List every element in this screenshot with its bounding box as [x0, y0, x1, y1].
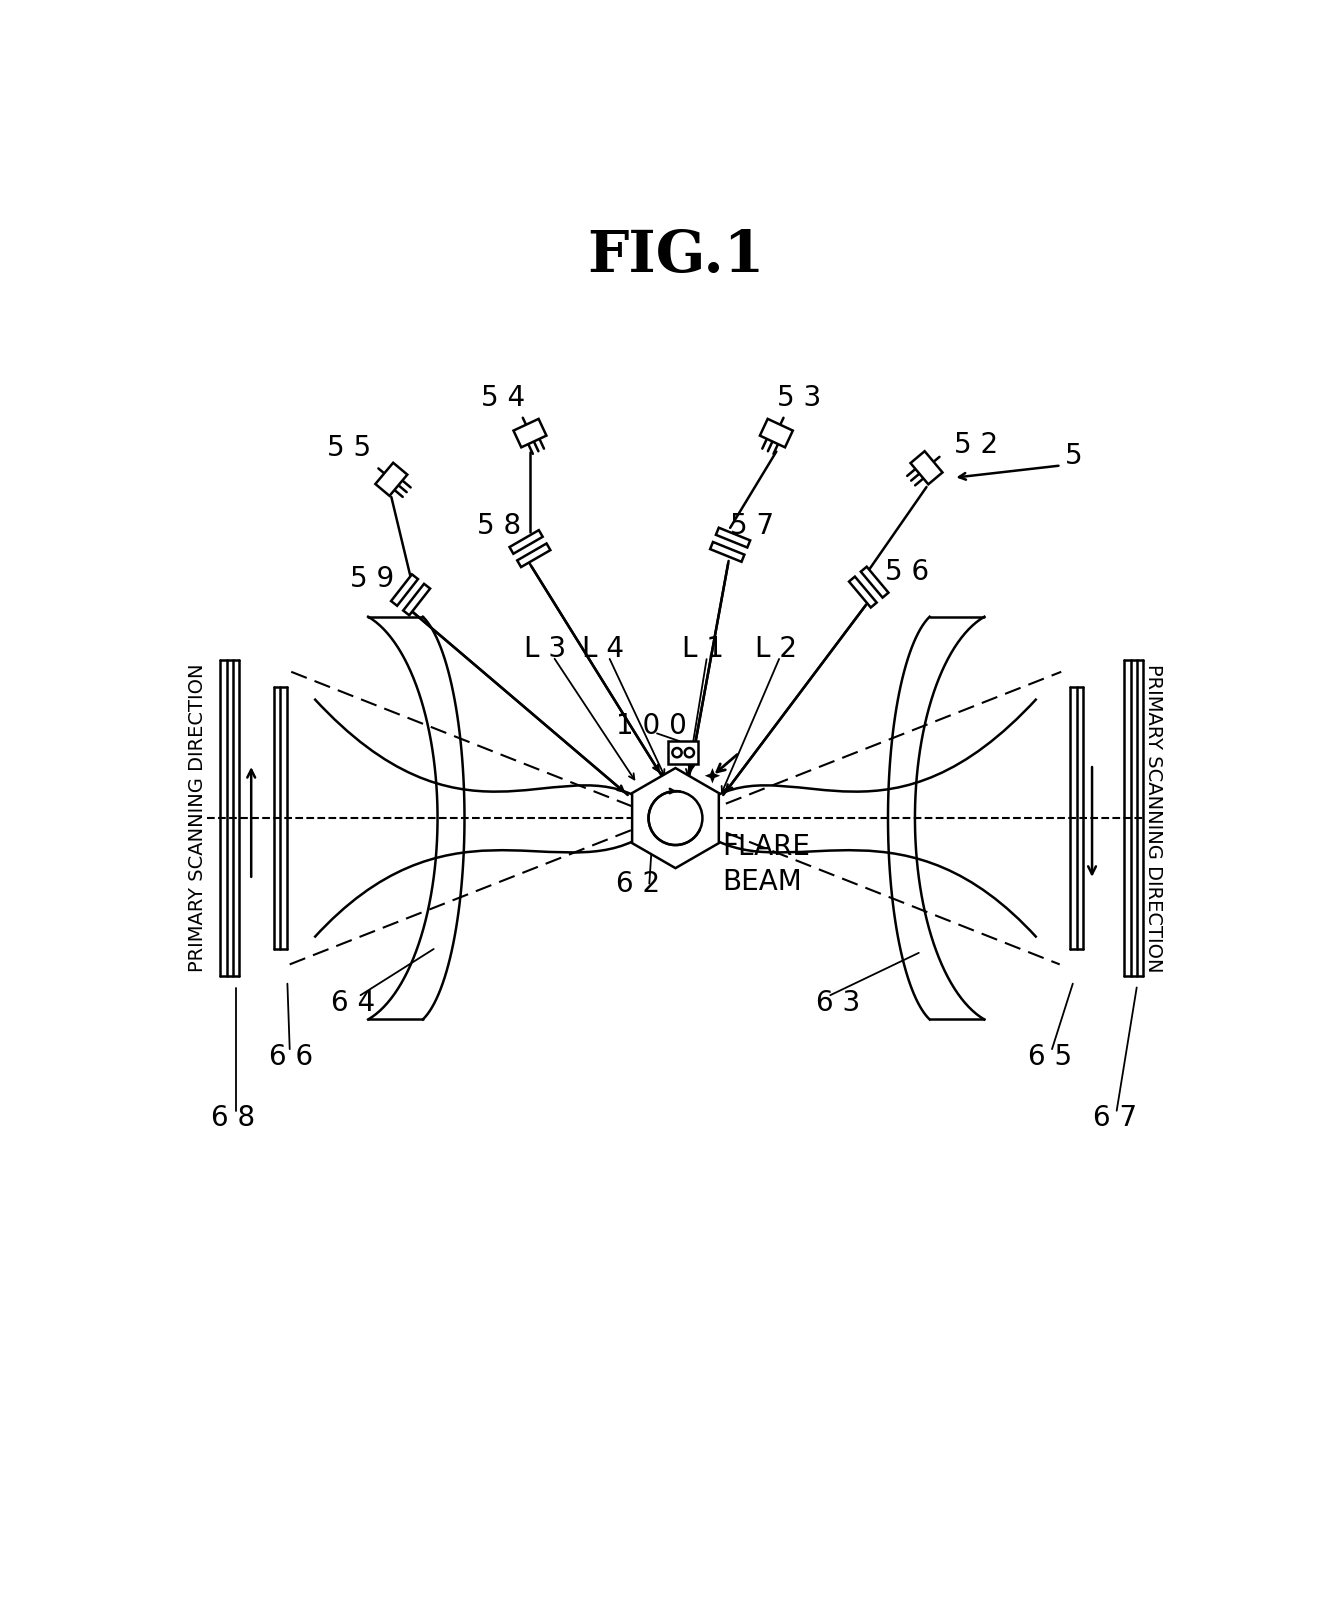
- Text: 6 5: 6 5: [1028, 1043, 1072, 1071]
- Text: 6 7: 6 7: [1093, 1105, 1137, 1132]
- Text: 6 4: 6 4: [331, 988, 374, 1017]
- Text: FIG.1: FIG.1: [587, 228, 764, 284]
- Polygon shape: [376, 463, 407, 496]
- Polygon shape: [849, 577, 876, 608]
- Text: L 2: L 2: [755, 635, 797, 663]
- Text: L 1: L 1: [683, 635, 724, 663]
- Polygon shape: [514, 420, 547, 447]
- Text: FLARE
BEAM: FLARE BEAM: [722, 833, 811, 896]
- Polygon shape: [517, 543, 551, 567]
- Text: 5: 5: [1065, 442, 1082, 470]
- Polygon shape: [710, 543, 745, 562]
- Polygon shape: [705, 768, 720, 784]
- Text: 5 5: 5 5: [327, 434, 372, 462]
- Polygon shape: [391, 575, 418, 606]
- Text: 1 0 0: 1 0 0: [617, 711, 687, 740]
- Text: 5 8: 5 8: [477, 512, 521, 539]
- Circle shape: [666, 808, 685, 828]
- FancyBboxPatch shape: [668, 742, 699, 763]
- Circle shape: [648, 791, 702, 846]
- Text: L 3: L 3: [525, 635, 567, 663]
- Text: 5 9: 5 9: [351, 565, 394, 593]
- Text: 5 4: 5 4: [481, 384, 525, 413]
- Polygon shape: [760, 420, 793, 447]
- Text: 6 3: 6 3: [816, 988, 861, 1017]
- Text: 6 8: 6 8: [211, 1105, 256, 1132]
- Polygon shape: [403, 583, 430, 616]
- Text: L 4: L 4: [583, 635, 625, 663]
- Polygon shape: [633, 768, 718, 868]
- Polygon shape: [911, 452, 942, 484]
- Polygon shape: [861, 567, 888, 598]
- Polygon shape: [716, 528, 750, 548]
- Circle shape: [659, 802, 692, 834]
- Text: 5 7: 5 7: [730, 512, 774, 539]
- Text: 6 2: 6 2: [616, 870, 660, 897]
- Polygon shape: [510, 530, 543, 554]
- Text: PRIMARY SCANNING DIRECTION: PRIMARY SCANNING DIRECTION: [187, 664, 207, 972]
- Text: 5 3: 5 3: [778, 384, 821, 413]
- Text: 5 6: 5 6: [886, 557, 929, 586]
- Text: 5 2: 5 2: [954, 431, 999, 458]
- Text: 6 6: 6 6: [269, 1043, 314, 1071]
- Text: PRIMARY SCANNING DIRECTION: PRIMARY SCANNING DIRECTION: [1144, 664, 1164, 972]
